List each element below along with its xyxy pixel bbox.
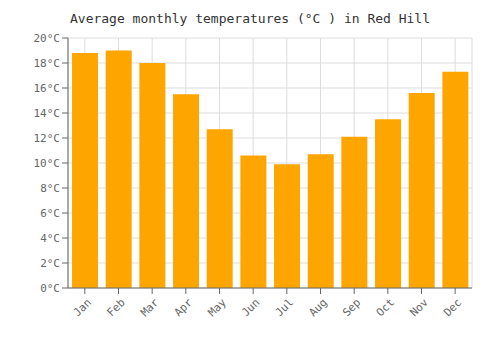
svg-text:Feb: Feb xyxy=(104,296,127,319)
svg-text:Aug: Aug xyxy=(306,296,329,319)
svg-text:20°C: 20°C xyxy=(34,32,61,45)
svg-text:Jan: Jan xyxy=(71,296,94,319)
svg-text:Mar: Mar xyxy=(138,296,162,320)
svg-text:18°C: 18°C xyxy=(34,57,61,70)
svg-text:Dec: Dec xyxy=(441,296,464,319)
html-text:Average monthly temperatures (: Average monthly temperatures (°C ) in Re… xyxy=(70,11,430,26)
svg-text:16°C: 16°C xyxy=(34,82,61,95)
svg-text:Jun: Jun xyxy=(239,296,262,319)
svg-text:Jul: Jul xyxy=(273,296,296,319)
svg-text:Nov: Nov xyxy=(407,296,431,320)
svg-text:8°C: 8°C xyxy=(40,182,60,195)
svg-text:14°C: 14°C xyxy=(34,107,61,120)
svg-text:10°C: 10°C xyxy=(34,157,61,170)
svg-text:12°C: 12°C xyxy=(34,132,61,145)
svg-text:Sep: Sep xyxy=(340,296,363,319)
svg-text:4°C: 4°C xyxy=(40,232,60,245)
svg-text:May: May xyxy=(205,296,229,320)
svg-text:6°C: 6°C xyxy=(40,207,60,220)
svg-text:2°C: 2°C xyxy=(40,257,60,270)
svg-text:Apr: Apr xyxy=(172,296,196,320)
svg-text:0°C: 0°C xyxy=(40,282,60,295)
svg-text:Oct: Oct xyxy=(374,296,397,319)
